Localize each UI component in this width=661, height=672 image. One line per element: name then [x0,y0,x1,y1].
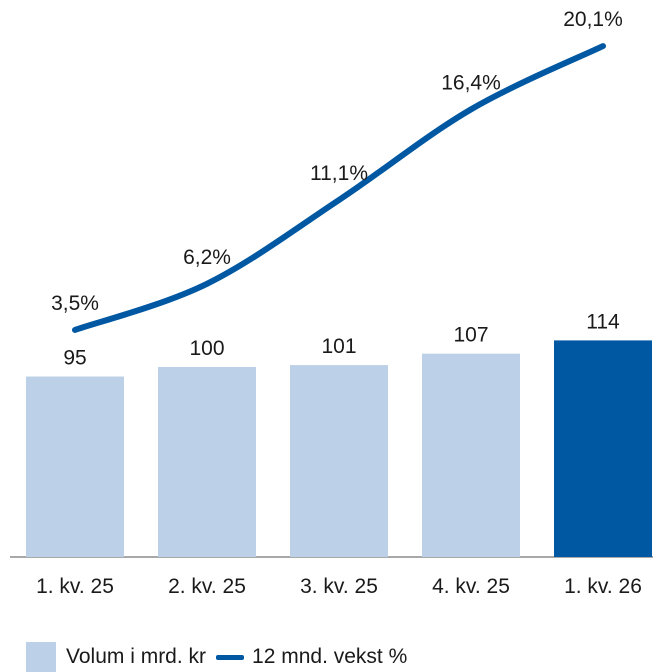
bar [422,353,520,557]
x-tick-label: 4. kv. 25 [432,575,510,598]
bar [554,340,652,557]
bar-value-label: 101 [321,335,356,358]
bar-value-label: 114 [586,310,620,333]
x-tick-label: 3. kv. 25 [300,575,378,598]
x-tick-label: 1. kv. 25 [36,575,114,598]
legend-item-volume: Volum i mrd. kr [26,642,206,672]
x-tick-label: 1. kv. 26 [564,575,642,598]
legend-label-volume: Volum i mrd. kr [66,645,207,668]
line-value-label: 11,1% [310,162,368,185]
bar [26,376,124,557]
combo-chart: 95 100 101 107 114 3,5% 6,2% 11,1% 16,4% 20,1% 1… [10,8,653,598]
bar [158,367,256,557]
line-value-label: 6,2% [183,246,231,269]
legend: Volum i mrd. kr 12 mnd. vekst % [26,642,417,672]
line-value-label: 3,5% [51,292,99,315]
bar-value-label: 107 [453,324,488,347]
x-tick-label: 2. kv. 25 [168,575,246,598]
bar [290,365,388,557]
bar-value-label: 100 [189,337,224,360]
bar-value-label: 95 [63,347,86,370]
line-value-label: 20,1% [563,8,623,31]
legend-swatch-bar [26,642,56,672]
line-value-label: 16,4% [441,71,501,94]
legend-item-growth: 12 mnd. vekst % [216,645,407,669]
legend-swatch-line [216,654,245,660]
legend-label-growth: 12 mnd. vekst % [252,645,408,668]
growth-line [72,43,606,333]
